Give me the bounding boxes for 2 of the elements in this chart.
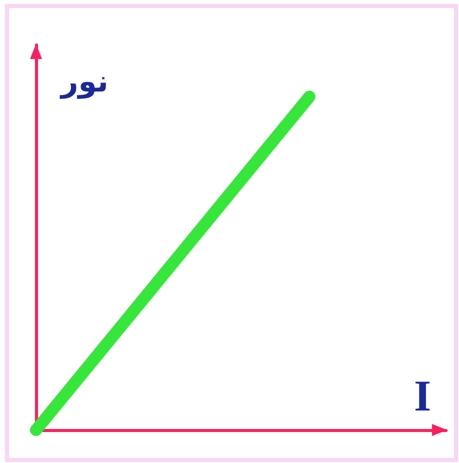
x-axis-title: I — [414, 372, 432, 420]
y-axis-title: نور — [59, 64, 108, 100]
